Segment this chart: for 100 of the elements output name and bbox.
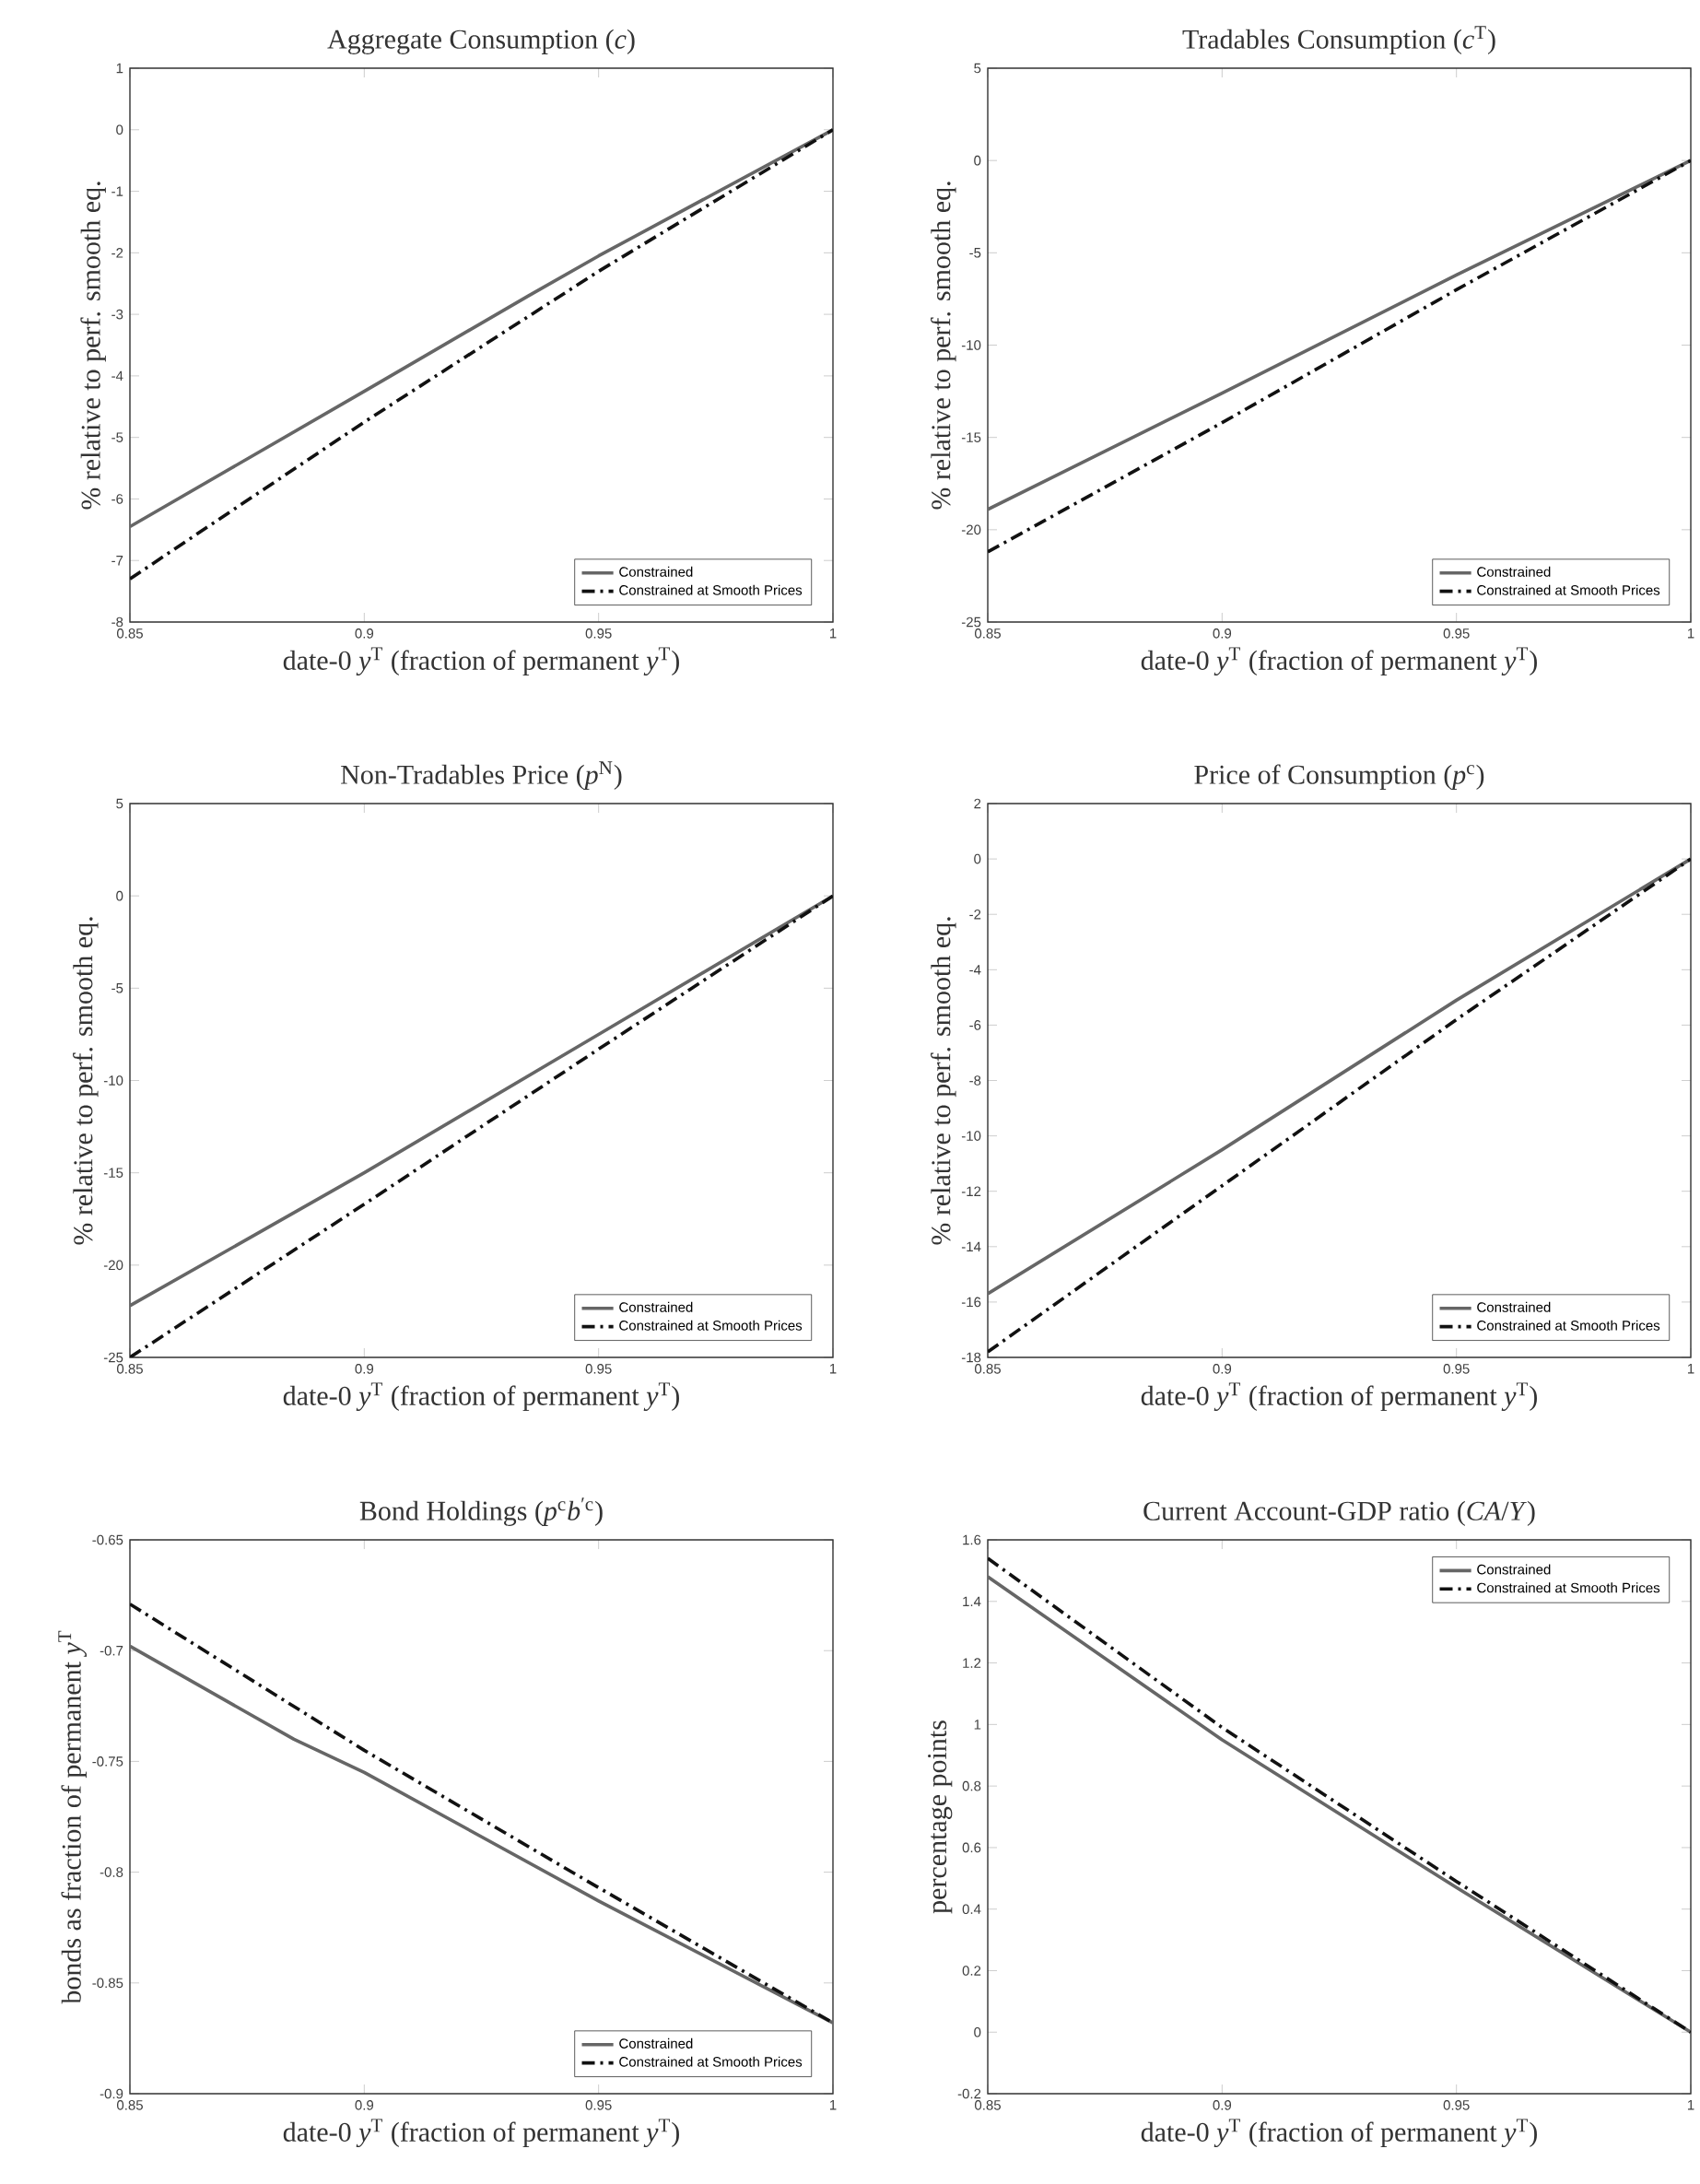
y-tick-label: 0.6 bbox=[962, 1842, 981, 1853]
y-tick-label: 0 bbox=[974, 2026, 981, 2037]
y-axis-title: bonds as fraction of permanent y$^{T}$ bbox=[58, 1630, 87, 2004]
x-tick-label: 1 bbox=[1687, 1364, 1694, 1374]
y-tick-label: -6 bbox=[111, 494, 123, 504]
chart-title: Tradables Consumption (c$^{T}$) bbox=[1182, 26, 1495, 54]
y-axis-title: percentage points bbox=[928, 1720, 953, 1914]
y-axis-title: % relative to perf. smooth eq. bbox=[73, 917, 99, 1245]
y-tick-label: -5 bbox=[969, 248, 981, 258]
y-tick-label: -14 bbox=[961, 1241, 981, 1251]
legend-label: Constrained bbox=[1477, 1301, 1551, 1312]
y-tick-label: -0.7 bbox=[100, 1645, 123, 1656]
y-tick-label: -0.75 bbox=[92, 1756, 123, 1767]
legend-label: Constrained at Smooth Prices bbox=[1477, 1320, 1660, 1331]
y-tick-label: -2 bbox=[969, 909, 981, 920]
y-tick-label: 0 bbox=[974, 155, 981, 166]
y-tick-label: -5 bbox=[111, 983, 123, 993]
x-axis-title: date-0 y$^{T}$ (fraction of permanent y$^{T}$) bbox=[1141, 647, 1537, 676]
y-tick-label: 0.4 bbox=[962, 1904, 981, 1915]
x-tick-label: 0.95 bbox=[585, 2100, 612, 2110]
x-axis-title: date-0 y$^{T}$ (fraction of permanent y$^{T}$) bbox=[283, 1382, 679, 1412]
x-axis-title: date-0 y$^{T}$ (fraction of permanent y$^{T}$) bbox=[1141, 1382, 1537, 1412]
chart-title: Aggregate Consumption (c) bbox=[327, 29, 635, 54]
y-tick-label: -0.9 bbox=[100, 2088, 123, 2099]
x-tick-label: 0.95 bbox=[1443, 1364, 1470, 1374]
y-tick-label: -25 bbox=[103, 1352, 123, 1363]
y-tick-label: 0.8 bbox=[962, 1780, 981, 1791]
y-tick-label: -0.85 bbox=[92, 1978, 123, 1989]
y-tick-label: -0.8 bbox=[100, 1867, 123, 1877]
legend-label: Constrained at Smooth Prices bbox=[1477, 1582, 1660, 1593]
y-tick-label: -16 bbox=[961, 1297, 981, 1308]
x-axis-title: date-0 y$^{T}$ (fraction of permanent y$^{T}$) bbox=[283, 647, 679, 676]
x-axis-title: date-0 y$^{T}$ (fraction of permanent y$^{T}$) bbox=[283, 2119, 679, 2148]
y-tick-label: 1.4 bbox=[963, 1596, 981, 1606]
y-tick-label: -2 bbox=[111, 248, 123, 258]
chart-title: Current Account-GDP ratio (CA/Y) bbox=[1143, 1500, 1535, 1526]
y-tick-label: 5 bbox=[116, 798, 123, 809]
x-tick-label: 1 bbox=[829, 2100, 837, 2110]
y-tick-label: 0.2 bbox=[962, 1966, 981, 1976]
y-tick-label: -4 bbox=[111, 370, 123, 382]
x-tick-label: 0.95 bbox=[1443, 628, 1470, 639]
x-tick-label: 1 bbox=[829, 1364, 837, 1374]
y-tick-label: -4 bbox=[969, 965, 981, 975]
x-tick-label: 0.95 bbox=[585, 1364, 612, 1374]
legend-label: Constrained bbox=[619, 566, 693, 577]
y-tick-label: -7 bbox=[111, 556, 123, 566]
x-tick-label: 0.9 bbox=[355, 628, 374, 639]
y-tick-label: -25 bbox=[961, 616, 981, 628]
x-axis-title: date-0 y$^{T}$ (fraction of permanent y$^{T}$) bbox=[1141, 2119, 1537, 2148]
x-tick-label: 0.9 bbox=[355, 1364, 374, 1374]
y-tick-label: 2 bbox=[974, 798, 981, 809]
y-tick-label: -20 bbox=[103, 1260, 123, 1271]
y-tick-label: -12 bbox=[961, 1186, 981, 1196]
y-tick-label: 1 bbox=[116, 63, 123, 74]
x-tick-label: 0.85 bbox=[117, 2100, 143, 2110]
x-tick-label: 0.9 bbox=[1213, 1364, 1232, 1374]
chart-title: Bond Holdings (p$^{c}$b$^{′c}$) bbox=[359, 1497, 603, 1526]
legend-label: Constrained at Smooth Prices bbox=[619, 2056, 803, 2067]
y-tick-label: -0.65 bbox=[92, 1534, 123, 1545]
x-tick-label: 0.95 bbox=[1443, 2100, 1470, 2110]
y-tick-label: -0.2 bbox=[957, 2088, 981, 2099]
x-tick-label: 0.85 bbox=[117, 628, 143, 639]
x-tick-label: 0.85 bbox=[117, 1364, 143, 1374]
y-tick-label: -1 bbox=[111, 186, 123, 196]
legend-label: Constrained bbox=[619, 2037, 693, 2049]
y-tick-label: -6 bbox=[969, 1020, 981, 1030]
chart-title: Price of Consumption (p$^{c}$) bbox=[1194, 764, 1484, 790]
y-tick-label: -8 bbox=[111, 616, 123, 628]
y-tick-label: 1.6 bbox=[963, 1534, 981, 1545]
y-tick-label: -8 bbox=[969, 1075, 981, 1086]
x-tick-label: 0.85 bbox=[975, 2100, 1001, 2110]
y-tick-label: 0 bbox=[116, 890, 123, 901]
y-tick-label: -10 bbox=[103, 1075, 123, 1086]
x-tick-label: 1 bbox=[1687, 2100, 1694, 2110]
x-tick-label: 1 bbox=[829, 628, 837, 639]
legend-label: Constrained bbox=[619, 1301, 693, 1312]
x-tick-label: 1 bbox=[1687, 628, 1694, 639]
legend-label: Constrained bbox=[1477, 566, 1551, 577]
x-tick-label: 0.9 bbox=[1213, 628, 1232, 639]
y-tick-label: -18 bbox=[961, 1352, 981, 1363]
y-tick-label: 0 bbox=[116, 124, 123, 135]
y-tick-label: -15 bbox=[961, 432, 981, 442]
y-tick-label: 1 bbox=[974, 1720, 981, 1730]
x-tick-label: 0.85 bbox=[975, 628, 1001, 639]
legend-label: Constrained bbox=[1477, 1564, 1551, 1575]
y-tick-label: -5 bbox=[111, 432, 123, 442]
y-tick-label: 0 bbox=[974, 853, 981, 864]
y-axis-title: % relative to perf. smooth eq. bbox=[931, 917, 956, 1245]
y-tick-label: -10 bbox=[961, 340, 981, 350]
y-tick-label: 5 bbox=[974, 63, 981, 74]
x-tick-label: 0.9 bbox=[355, 2100, 374, 2110]
x-tick-label: 0.85 bbox=[975, 1364, 1001, 1374]
legend-label: Constrained at Smooth Prices bbox=[619, 584, 803, 595]
y-tick-label: -15 bbox=[103, 1168, 123, 1178]
y-axis-title: % relative to perf. smooth eq. bbox=[931, 182, 956, 510]
y-tick-label: -10 bbox=[961, 1131, 981, 1141]
y-tick-label: -3 bbox=[111, 309, 123, 320]
legend-label: Constrained at Smooth Prices bbox=[1477, 584, 1660, 595]
x-tick-label: 0.95 bbox=[585, 628, 612, 639]
y-tick-label: -20 bbox=[961, 524, 981, 535]
